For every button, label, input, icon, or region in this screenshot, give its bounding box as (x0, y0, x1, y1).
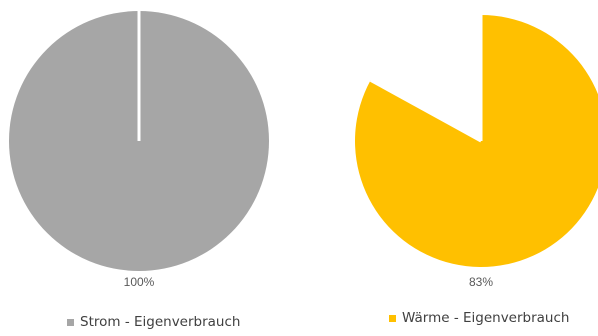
data-label-waerme: 83% (469, 275, 493, 289)
legend-swatch-waerme (389, 314, 396, 322)
slice-rest (370, 15, 481, 141)
pie-chart-strom (9, 11, 269, 271)
legend-label-strom: Strom - Eigenverbrauch (80, 314, 241, 330)
legend-waerme: Wärme - Eigenverbrauch (389, 310, 569, 326)
legend-strom: Strom - Eigenverbrauch (67, 314, 240, 330)
pie-chart-waerme (355, 15, 598, 267)
slice-separator (369, 78, 482, 143)
legend-swatch-strom (67, 318, 74, 326)
data-label-strom: 100% (124, 275, 155, 289)
slice-waerme-eigenverbrauch (355, 15, 598, 267)
legend-label-waerme: Wärme - Eigenverbrauch (402, 310, 570, 326)
